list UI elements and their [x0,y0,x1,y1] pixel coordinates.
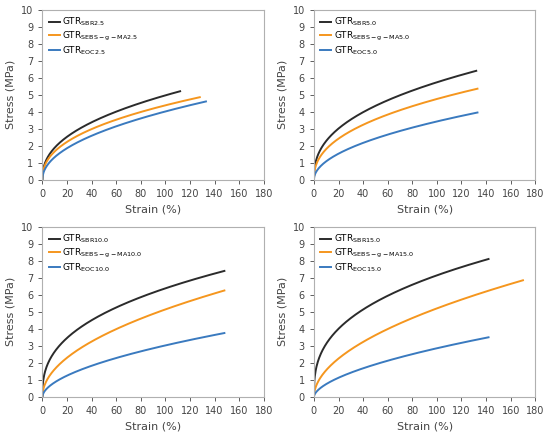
X-axis label: Strain (%): Strain (%) [397,205,453,214]
X-axis label: Strain (%): Strain (%) [125,421,181,431]
Legend: GTR$_\mathregular{SBR10.0}$, GTR$_\mathregular{SEBS-g-MA10.0}$, GTR$_\mathregula: GTR$_\mathregular{SBR10.0}$, GTR$_\mathr… [47,231,144,276]
Y-axis label: Stress (MPa): Stress (MPa) [6,277,15,347]
Legend: GTR$_\mathregular{SBR15.0}$, GTR$_\mathregular{SEBS-g-MA15.0}$, GTR$_\mathregula: GTR$_\mathregular{SBR15.0}$, GTR$_\mathr… [318,231,416,276]
X-axis label: Strain (%): Strain (%) [125,205,181,214]
Y-axis label: Stress (MPa): Stress (MPa) [6,60,15,129]
Y-axis label: Stress (MPa): Stress (MPa) [277,60,287,129]
Legend: GTR$_\mathregular{SBR5.0}$, GTR$_\mathregular{SEBS-g-MA5.0}$, GTR$_\mathregular{: GTR$_\mathregular{SBR5.0}$, GTR$_\mathre… [318,14,411,59]
Y-axis label: Stress (MPa): Stress (MPa) [277,277,287,347]
X-axis label: Strain (%): Strain (%) [397,421,453,431]
Legend: GTR$_\mathregular{SBR2.5}$, GTR$_\mathregular{SEBS-g-MA2.5}$, GTR$_\mathregular{: GTR$_\mathregular{SBR2.5}$, GTR$_\mathre… [47,14,140,59]
